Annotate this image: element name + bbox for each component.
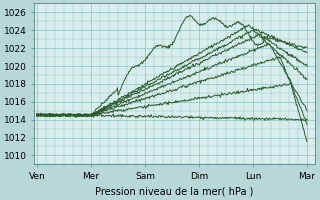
X-axis label: Pression niveau de la mer( hPa ): Pression niveau de la mer( hPa ) <box>95 187 254 197</box>
